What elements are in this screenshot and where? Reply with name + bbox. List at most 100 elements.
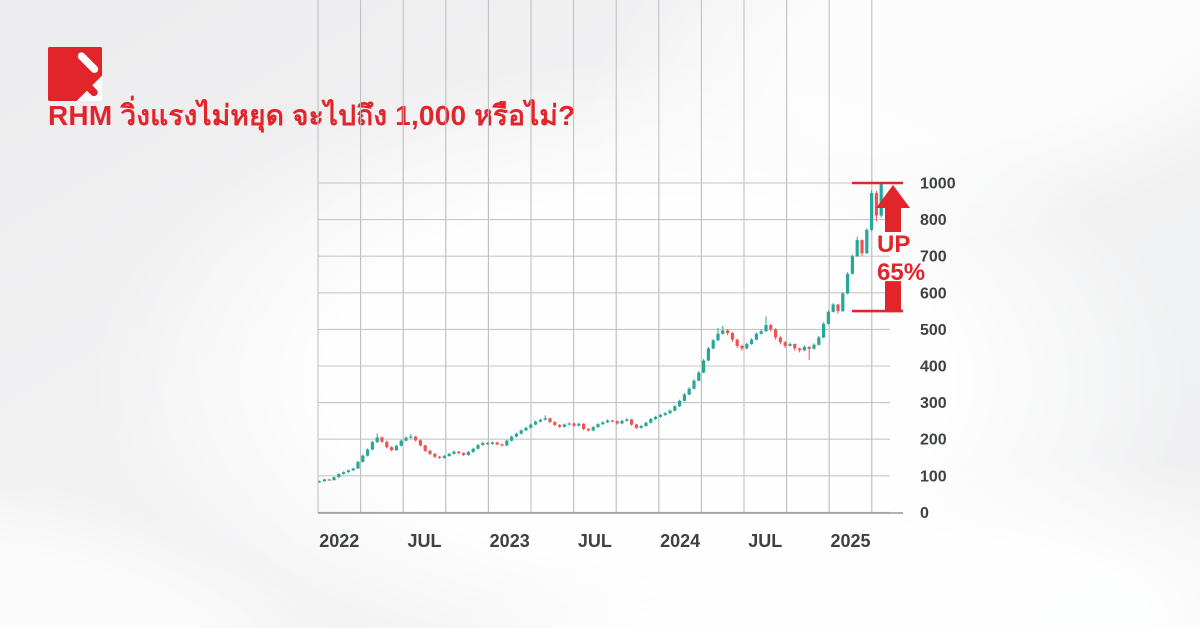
candle: [721, 325, 725, 335]
annotation-pct-label: 65%: [877, 259, 925, 286]
candle: [730, 331, 734, 342]
candle: [735, 338, 739, 349]
candle: [879, 182, 883, 218]
candle: [663, 412, 667, 416]
candle: [874, 190, 878, 222]
candle: [601, 421, 605, 425]
candle: [649, 417, 653, 424]
candle: [370, 441, 374, 451]
candle: [591, 426, 595, 432]
candle: [740, 344, 744, 351]
x-axis-tick-label: JUL: [578, 531, 612, 551]
candle: [495, 441, 499, 446]
candle: [764, 316, 768, 332]
y-axis-tick-label: 1000: [920, 176, 956, 193]
candle: [870, 190, 874, 232]
candle: [774, 328, 778, 340]
up-arrow-icon: [876, 185, 910, 208]
page-title: RHM วิ่งแรงไม่หยุด จะไปถึง 1,000 หรือไม่…: [48, 100, 576, 131]
candle: [788, 342, 792, 347]
candle: [332, 476, 336, 481]
candle: [346, 469, 350, 473]
candle: [404, 436, 408, 442]
x-axis-tick-label: JUL: [407, 531, 441, 551]
candle: [375, 433, 379, 443]
candle: [390, 446, 394, 452]
candle: [385, 440, 389, 449]
candle: [490, 441, 494, 445]
candle: [514, 432, 518, 438]
x-axis-labels: 2022 JUL 2023 JUL 2024 JUL 2025: [319, 531, 870, 551]
candle: [505, 439, 509, 447]
y-axis-tick-label: 100: [920, 468, 947, 485]
candle: [754, 332, 758, 341]
candle: [481, 441, 485, 446]
candle: [634, 423, 638, 429]
candle: [538, 418, 542, 423]
candle: [457, 450, 461, 455]
candle: [822, 322, 826, 339]
candle: [447, 452, 451, 457]
candle: [865, 228, 869, 255]
candle: [500, 443, 504, 447]
candle: [471, 447, 475, 453]
candle: [644, 421, 648, 427]
candle: [366, 448, 370, 457]
candle: [534, 420, 538, 426]
candle: [351, 467, 355, 472]
candle: [783, 341, 787, 349]
candle: [394, 444, 398, 451]
candle: [562, 423, 566, 428]
candle: [769, 323, 773, 332]
candle: [817, 335, 821, 346]
candle: [831, 303, 835, 313]
candle: [342, 471, 346, 475]
candle: [582, 423, 586, 431]
candle: [692, 379, 696, 390]
candle: [745, 342, 749, 350]
candle: [697, 371, 701, 382]
x-axis-tick-label: 2022: [319, 531, 359, 551]
candle: [778, 336, 782, 345]
candle: [438, 456, 442, 459]
x-axis-tick-label: 2025: [830, 531, 870, 551]
candle: [610, 419, 614, 423]
candle: [846, 272, 850, 295]
candle: [687, 387, 691, 396]
candle: [380, 436, 384, 443]
candle: [510, 435, 514, 442]
candle: [423, 444, 427, 453]
x-axis-tick-label: 2023: [490, 531, 530, 551]
candle: [630, 418, 634, 426]
y-axis-tick-label: 400: [920, 359, 947, 376]
candle: [558, 424, 562, 428]
candle: [711, 338, 715, 350]
candlestick-series: [318, 182, 883, 483]
brand-logo-icon: [48, 47, 102, 101]
candle: [519, 429, 523, 435]
candle: [668, 409, 672, 414]
y-axis-tick-label: 800: [920, 212, 947, 229]
candle: [706, 346, 710, 362]
candle: [807, 346, 811, 361]
candle: [658, 413, 662, 418]
candle: [682, 393, 686, 402]
candle: [524, 426, 528, 432]
candle: [586, 428, 590, 432]
candle: [462, 452, 466, 457]
candle: [606, 419, 610, 424]
candle: [476, 443, 480, 450]
candle: [673, 405, 677, 412]
annotation-up-label: UP: [877, 231, 910, 258]
candle: [615, 420, 619, 425]
x-axis-tick-label: 2024: [660, 531, 700, 551]
candle: [678, 399, 682, 407]
candle: [548, 417, 552, 424]
candle: [572, 422, 576, 427]
y-axis-tick-label: 700: [920, 249, 947, 266]
candle: [826, 310, 830, 325]
y-axis-tick-label: 300: [920, 395, 947, 412]
